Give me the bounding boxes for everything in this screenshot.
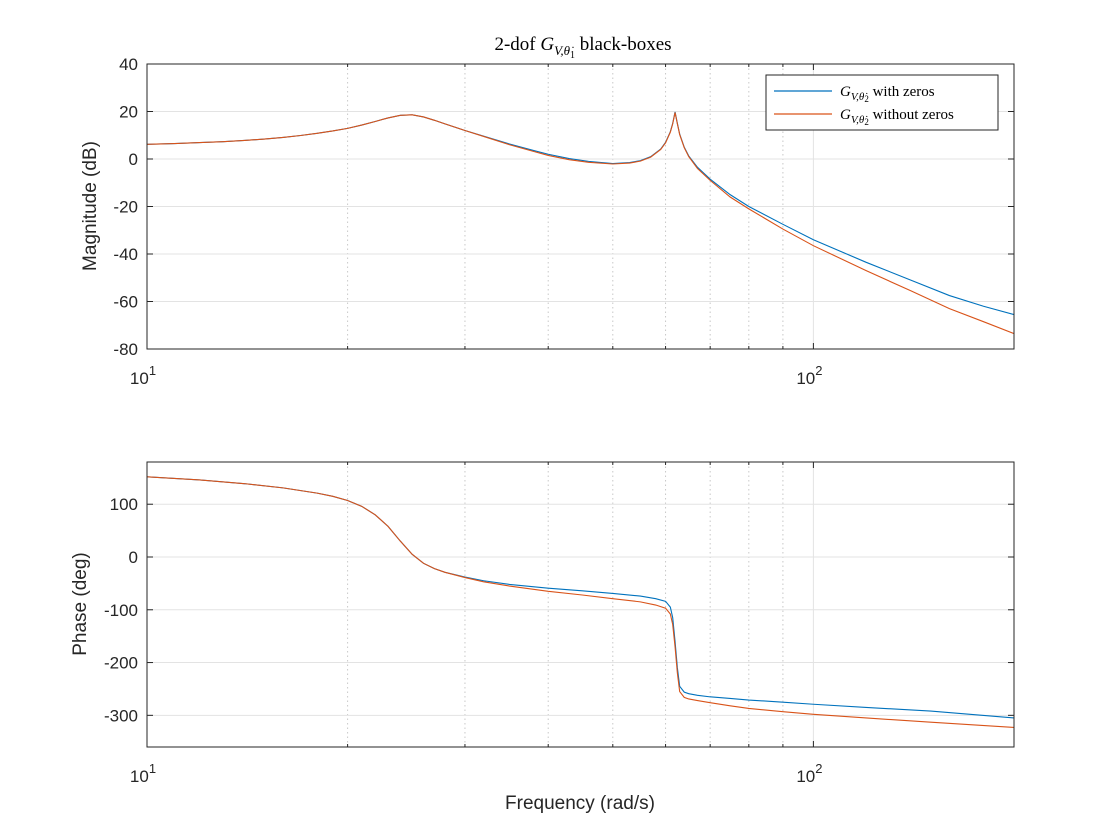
legend: GV,θ̇2 with zeros GV,θ̇2 without zeros — [765, 74, 999, 131]
magnitude-y-tick-label: 20 — [119, 103, 138, 122]
phase-axes: 101 102 100 0 -100 -200 -300 Phase (deg) Frequ… — [70, 461, 1015, 814]
magnitude-axes: 101 102 40 20 0 -20 -40 -60 -80 Magnitude (dB) G… — [80, 55, 1015, 388]
magnitude-x-tick-label: 102 — [796, 363, 822, 388]
phase-y-tick-label: -200 — [104, 654, 138, 673]
legend-label-1: GV,θ̇2 with zeros — [840, 84, 935, 104]
magnitude-ylabel: Magnitude (dB) — [80, 141, 101, 271]
legend-label-2: GV,θ̇2 without zeros — [840, 107, 954, 127]
phase-ylabel: Phase (deg) — [70, 552, 91, 656]
phase-axes-box — [146, 461, 1015, 748]
magnitude-x-tick-label: 101 — [130, 363, 156, 388]
phase-series-line-2 — [147, 476, 1014, 729]
phase-x-tick-label: 102 — [796, 761, 822, 786]
magnitude-y-tick-label: 40 — [119, 55, 138, 74]
phase-plot-area — [147, 462, 1014, 747]
magnitude-y-tick-label: -80 — [113, 340, 138, 359]
magnitude-y-tick-label: -20 — [113, 198, 138, 217]
magnitude-series — [147, 111, 1014, 335]
phase-xlabel: Frequency (rad/s) — [505, 793, 655, 814]
phase-ticks: 101 102 100 0 -100 -200 -300 — [104, 462, 1014, 786]
phase-x-tick-label: 101 — [130, 761, 156, 786]
magnitude-series-line-2 — [147, 112, 1014, 335]
magnitude-ticks: 101 102 40 20 0 -20 -40 -60 -80 — [113, 55, 1014, 388]
legend-box — [765, 74, 999, 131]
magnitude-y-tick-label: -60 — [113, 293, 138, 312]
figure-title: 2-dof GV,θ̇1 black-boxes — [494, 34, 671, 61]
magnitude-y-tick-label: 0 — [129, 150, 138, 169]
phase-y-tick-label: 0 — [129, 548, 138, 567]
magnitude-y-tick-label: -40 — [113, 245, 138, 264]
phase-y-tick-label: -300 — [104, 706, 138, 725]
phase-series — [147, 476, 1014, 729]
phase-y-tick-label: -100 — [104, 601, 138, 620]
phase-y-tick-label: 100 — [110, 495, 138, 514]
phase-grid — [147, 462, 1014, 747]
